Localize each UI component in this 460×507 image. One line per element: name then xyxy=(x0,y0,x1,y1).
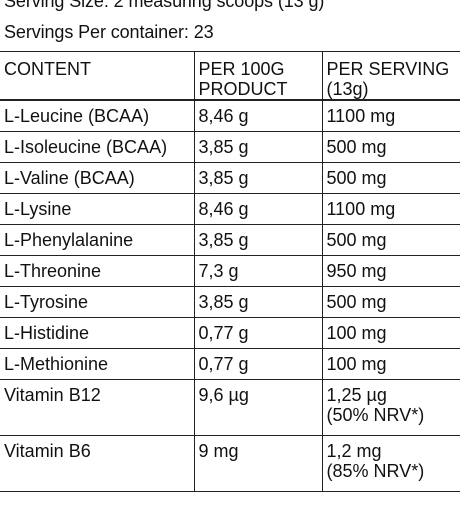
nrv-percentage: (50% NRV*) xyxy=(326,404,425,425)
per-serving-value: 100 mg xyxy=(321,348,460,380)
per-100g-value: 3,85 g xyxy=(193,131,323,163)
table-row: L-Threonine 7,3 g 950 mg xyxy=(0,255,460,287)
column-header-line: (13g) xyxy=(326,79,369,99)
per-100g-value: 3,85 g xyxy=(193,224,323,256)
nutrient-name: L-Threonine xyxy=(0,255,195,287)
table-row: L-Methionine 0,77 g 100 mg xyxy=(0,348,460,380)
table-row: L-Leucine (BCAA) 8,46 g 1100 mg xyxy=(0,100,460,132)
per-100g-value: 9,6 µg xyxy=(193,379,323,436)
table-row: Vitamin B6 9 mg 1,2 mg (85% NRV*) xyxy=(0,435,460,492)
table-row: L-Lysine 8,46 g 1100 mg xyxy=(0,193,460,225)
column-header-line: PER 100G xyxy=(198,59,285,79)
serving-size-text: Serving Size: 2 measuring scoops (13 g) xyxy=(4,0,325,11)
column-header-line: PRODUCT xyxy=(198,79,288,99)
nutrient-name: Vitamin B6 xyxy=(0,435,195,492)
per-serving-value: 100 mg xyxy=(321,317,460,349)
per-100g-value: 3,85 g xyxy=(193,286,323,318)
column-header-line: CONTENT xyxy=(4,59,91,79)
per-serving-amount: 1,2 mg xyxy=(326,440,382,461)
per-100g-value: 8,46 g xyxy=(193,193,323,225)
column-header-per-serving: PER SERVING (13g) xyxy=(321,51,460,101)
nutrient-name: L-Valine (BCAA) xyxy=(0,162,195,194)
per-serving-value: 950 mg xyxy=(321,255,460,287)
nutrient-name: L-Tyrosine xyxy=(0,286,195,318)
per-100g-value: 7,3 g xyxy=(193,255,323,287)
per-serving-value: 500 mg xyxy=(321,286,460,318)
per-serving-amount: 1,25 µg xyxy=(326,384,387,405)
per-serving-value: 500 mg xyxy=(321,131,460,163)
nutrient-name: L-Histidine xyxy=(0,317,195,349)
nutrient-name: L-Isoleucine (BCAA) xyxy=(0,131,195,163)
per-serving-value: 1100 mg xyxy=(321,193,460,225)
table-header-row: CONTENT PER 100G PRODUCT PER SERVING (13… xyxy=(0,51,460,101)
table-row: L-Valine (BCAA) 3,85 g 500 mg xyxy=(0,162,460,194)
per-100g-value: 9 mg xyxy=(193,435,323,492)
table-row: L-Phenylalanine 3,85 g 500 mg xyxy=(0,224,460,256)
per-100g-value: 0,77 g xyxy=(193,348,323,380)
nutrient-name: L-Methionine xyxy=(0,348,195,380)
per-serving-value: 1100 mg xyxy=(321,100,460,132)
nutrient-name: Vitamin B12 xyxy=(0,379,195,436)
column-header-line: PER SERVING xyxy=(326,59,450,79)
table-row: L-Histidine 0,77 g 100 mg xyxy=(0,317,460,349)
nutrition-table: CONTENT PER 100G PRODUCT PER SERVING (13… xyxy=(0,51,460,492)
per-100g-value: 8,46 g xyxy=(193,100,323,132)
column-header-per-100g: PER 100G PRODUCT xyxy=(193,51,323,101)
per-serving-value: 1,2 mg (85% NRV*) xyxy=(321,435,460,492)
per-serving-value: 500 mg xyxy=(321,224,460,256)
per-serving-value: 500 mg xyxy=(321,162,460,194)
nutrient-name: L-Lysine xyxy=(0,193,195,225)
servings-per-container-text: Servings Per container: 23 xyxy=(4,22,214,42)
table-row: L-Isoleucine (BCAA) 3,85 g 500 mg xyxy=(0,131,460,163)
table-row: L-Tyrosine 3,85 g 500 mg xyxy=(0,286,460,318)
nutrient-name: L-Leucine (BCAA) xyxy=(0,100,195,132)
column-header-content: CONTENT xyxy=(0,51,195,101)
nrv-percentage: (85% NRV*) xyxy=(326,460,425,481)
per-serving-value: 1,25 µg (50% NRV*) xyxy=(321,379,460,436)
table-row: Vitamin B12 9,6 µg 1,25 µg (50% NRV*) xyxy=(0,379,460,436)
nutrient-name: L-Phenylalanine xyxy=(0,224,195,256)
per-100g-value: 0,77 g xyxy=(193,317,323,349)
per-100g-value: 3,85 g xyxy=(193,162,323,194)
